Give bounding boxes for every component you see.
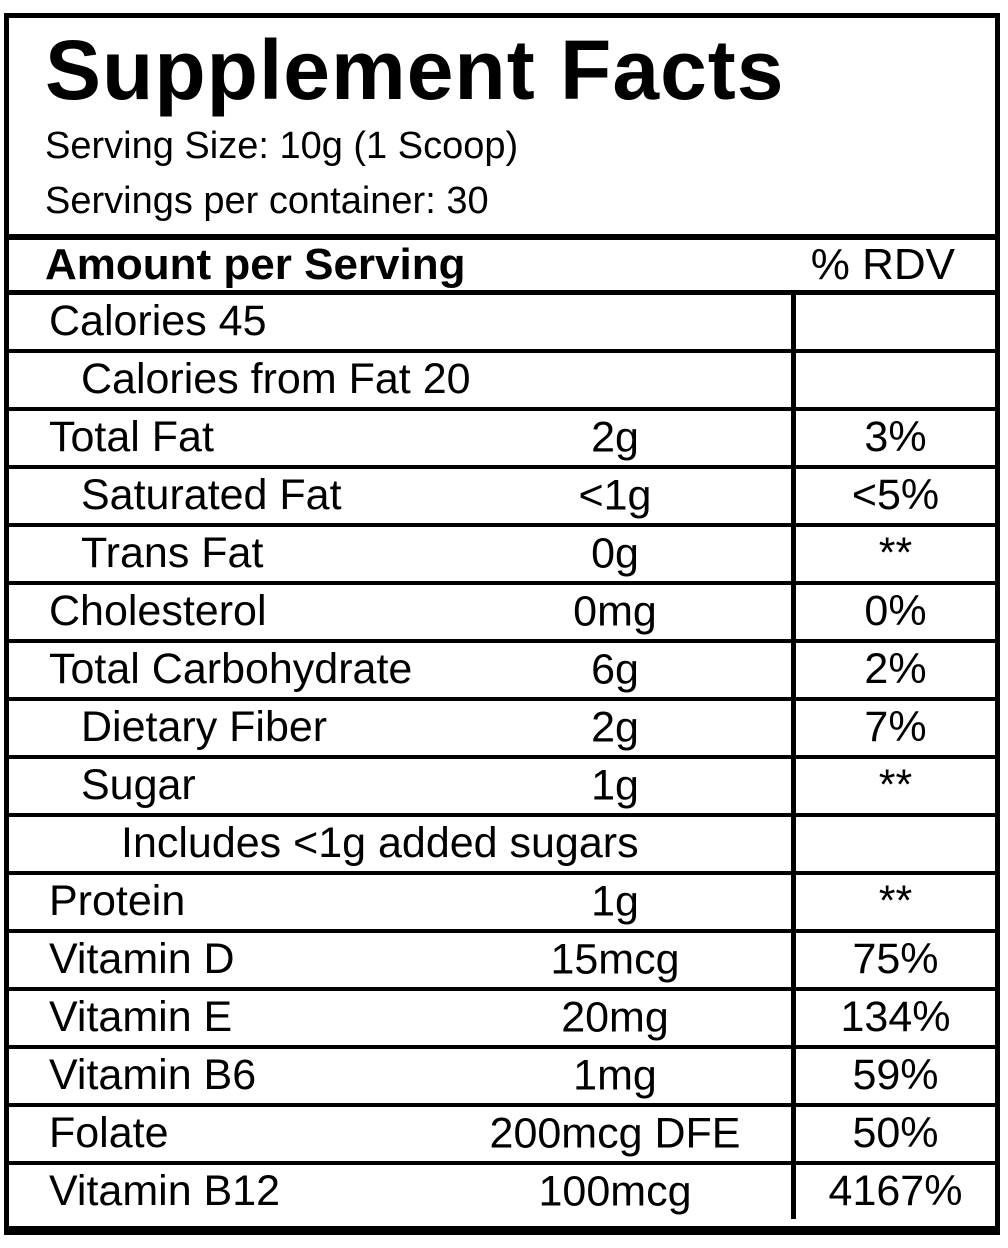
nutrient-name: Vitamin B12 (49, 1167, 281, 1216)
nutrient-amount: <1g (578, 471, 652, 520)
nutrient-name: Vitamin B6 (49, 1051, 257, 1100)
nutrient-rdv: 2% (791, 642, 995, 697)
nutrient-name: Protein (49, 877, 186, 926)
nutrient-rdv: ** (791, 526, 995, 581)
table-row: Folate 200mcg DFE 50% (9, 1102, 995, 1161)
table-row: Calories from Fat 20 (9, 348, 995, 407)
table-row: Calories 45 (9, 294, 995, 349)
row-left-section: Folate 200mcg DFE (9, 1107, 791, 1161)
nutrient-name: Vitamin E (49, 993, 233, 1042)
nutrient-rdv: ** (791, 758, 995, 813)
nutrient-rdv (791, 294, 995, 349)
nutrient-name: Calories 45 (49, 297, 267, 346)
nutrient-amount: 0g (591, 529, 639, 578)
nutrient-amount: 1g (591, 877, 639, 926)
table-row: Includes <1g added sugars (9, 812, 995, 871)
row-left-section: Vitamin B6 1mg (9, 1049, 791, 1103)
table-row: Dietary Fiber 2g 7% (9, 696, 995, 755)
nutrient-name: Includes <1g added sugars (121, 819, 639, 868)
row-left-section: Saturated Fat <1g (9, 469, 791, 523)
nutrient-name: Folate (49, 1109, 169, 1158)
amount-per-serving-header: Amount per Serving (45, 239, 466, 289)
nutrient-name: Sugar (81, 761, 196, 810)
row-left-section: Calories 45 (9, 295, 791, 349)
table-header-row: Amount per Serving % RDV (9, 240, 995, 295)
nutrient-amount: 200mcg DFE (489, 1109, 741, 1158)
nutrient-name: Dietary Fiber (81, 703, 328, 752)
table-row: Vitamin E 20mg 134% (9, 986, 995, 1045)
nutrient-rdv: <5% (791, 468, 995, 523)
nutrient-amount: 2g (591, 413, 639, 462)
row-left-section: Dietary Fiber 2g (9, 701, 791, 755)
nutrient-rdv: 7% (791, 700, 995, 755)
nutrient-amount: 100mcg (538, 1167, 692, 1216)
table-row: Vitamin B6 1mg 59% (9, 1044, 995, 1103)
row-left-section: Total Fat 2g (9, 411, 791, 465)
nutrient-rows: Calories 45 Calories from Fat 20 Total Fat… (9, 294, 995, 1219)
nutrient-amount: 15mcg (550, 935, 680, 984)
row-left-section: Vitamin E 20mg (9, 991, 791, 1045)
nutrient-amount: 0mg (573, 587, 657, 636)
row-left-section: Protein 1g (9, 875, 791, 929)
nutrient-amount: 6g (591, 645, 639, 694)
row-left-section: Includes <1g added sugars (9, 817, 791, 871)
servings-per-container: Servings per container: 30 (45, 179, 489, 222)
table-row: Protein 1g ** (9, 870, 995, 929)
rdv-header: % RDV (810, 239, 955, 289)
nutrient-rdv (791, 352, 995, 407)
table-row: Cholesterol 0mg 0% (9, 580, 995, 639)
row-left-section: Vitamin D 15mcg (9, 933, 791, 987)
table-row: Trans Fat 0g ** (9, 522, 995, 581)
nutrient-amount: 20mg (561, 993, 669, 1042)
table-row: Vitamin B12 100mcg 4167% (9, 1160, 995, 1219)
row-left-section: Trans Fat 0g (9, 527, 791, 581)
table-row: Total Carbohydrate 6g 2% (9, 638, 995, 697)
nutrient-name: Cholesterol (49, 587, 267, 636)
nutrient-rdv: 0% (791, 584, 995, 639)
nutrient-rdv: 4167% (791, 1164, 995, 1219)
row-left-section: Vitamin B12 100mcg (9, 1165, 791, 1219)
table-row: Saturated Fat <1g <5% (9, 464, 995, 523)
nutrient-rdv: ** (791, 874, 995, 929)
label-title: Supplement Facts (45, 23, 785, 117)
nutrient-name: Vitamin D (49, 935, 235, 984)
row-left-section: Sugar 1g (9, 759, 791, 813)
nutrient-name: Saturated Fat (81, 471, 342, 520)
nutrient-rdv: 50% (791, 1106, 995, 1161)
serving-size: Serving Size: 10g (1 Scoop) (45, 125, 519, 168)
nutrient-amount: 1mg (573, 1051, 657, 1100)
nutrient-name: Total Carbohydrate (49, 645, 413, 694)
nutrient-rdv: 75% (791, 932, 995, 987)
table-row: Vitamin D 15mcg 75% (9, 928, 995, 987)
table-row: Total Fat 2g 3% (9, 406, 995, 465)
nutrient-name: Trans Fat (81, 529, 264, 578)
nutrient-rdv (791, 816, 995, 871)
nutrient-amount: 2g (591, 703, 639, 752)
title-block: Supplement Facts Serving Size: 10g (1 Sc… (9, 18, 995, 240)
nutrient-name: Total Fat (49, 413, 214, 462)
nutrient-name: Calories from Fat 20 (81, 355, 471, 404)
nutrient-rdv: 134% (791, 990, 995, 1045)
row-left-section: Total Carbohydrate 6g (9, 643, 791, 697)
supplement-facts-label: Supplement Facts Serving Size: 10g (1 Sc… (4, 13, 1000, 1235)
table-row: Sugar 1g ** (9, 754, 995, 813)
row-left-section: Calories from Fat 20 (9, 353, 791, 407)
nutrient-rdv: 59% (791, 1048, 995, 1103)
row-left-section: Cholesterol 0mg (9, 585, 791, 639)
nutrient-rdv: 3% (791, 410, 995, 465)
nutrient-amount: 1g (591, 761, 639, 810)
